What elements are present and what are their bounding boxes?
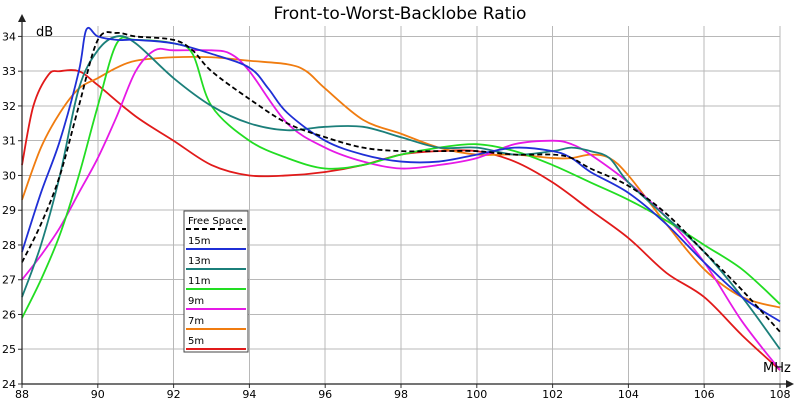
y-tick-label: 28 [2, 239, 16, 252]
y-tick-label: 25 [2, 343, 16, 356]
y-tick-label: 29 [2, 204, 16, 217]
y-tick-label: 27 [2, 274, 16, 287]
legend-label-15m: 15m [188, 236, 210, 247]
x-axis-arrow [786, 380, 794, 388]
x-tick-label: 90 [91, 388, 105, 400]
legend: Free Space 15m 13m 11m 9m 7m 5m [183, 210, 249, 353]
series-line-9m [21, 47, 781, 371]
x-tick-label: 92 [167, 388, 181, 400]
x-tick-label: 104 [618, 388, 639, 400]
y-tick-label: 32 [2, 100, 16, 113]
series-line-7m [21, 55, 781, 309]
series-line-5m [21, 69, 781, 371]
y-tick-label: 30 [2, 169, 16, 182]
x-axis-unit: MHz [763, 361, 791, 376]
axes [18, 14, 794, 388]
x-tick-label: 108 [770, 388, 791, 400]
series-line-15m [21, 26, 781, 323]
y-axis-unit: dB [36, 25, 53, 40]
y-tick-label: 24 [2, 378, 16, 391]
grid [22, 26, 781, 384]
legend-label-13m: 13m [188, 256, 210, 267]
y-tick-label: 34 [2, 30, 16, 43]
x-tick-label: 98 [394, 388, 408, 400]
legend-label-5m: 5m [188, 336, 204, 347]
x-tick-label: 106 [694, 388, 715, 400]
legend-label-9m: 9m [188, 296, 204, 307]
x-tick-label: 88 [15, 388, 29, 400]
x-tick-label: 94 [242, 388, 256, 400]
series-lines [21, 26, 781, 371]
x-tick-label: 102 [542, 388, 563, 400]
x-tick-label: 96 [318, 388, 332, 400]
legend-label-free-space: Free Space [188, 216, 243, 227]
legend-label-7m: 7m [188, 316, 204, 327]
series-line-11m [21, 36, 781, 319]
chart-title: Front-to-Worst-Backlobe Ratio [274, 4, 527, 24]
y-tick-label: 26 [2, 308, 16, 321]
x-tick-label: 100 [466, 388, 487, 400]
series-line-13m [21, 35, 781, 350]
legend-label-11m: 11m [188, 276, 210, 287]
y-axis-arrow [18, 14, 26, 22]
tick-labels: 88 90 92 94 96 98 100 102 104 106 108 24 25 26 27 28 29 3… [2, 30, 791, 400]
y-tick-label: 33 [2, 65, 16, 78]
y-tick-label: 31 [2, 135, 16, 148]
series-line-free-space [21, 31, 781, 333]
